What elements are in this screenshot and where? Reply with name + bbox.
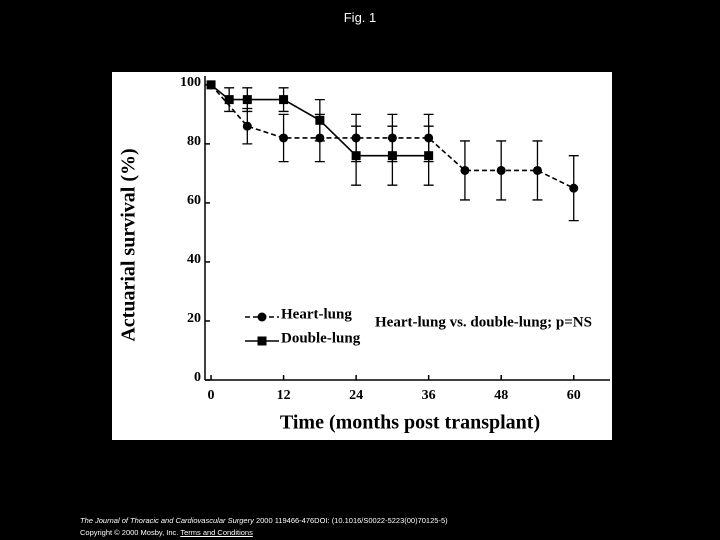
y-tick-label: 100 — [180, 75, 201, 90]
marker — [532, 165, 542, 175]
citation-text: 2000 119466-476DOI: (10.1016/S0022-5223(… — [255, 516, 448, 525]
citation: The Journal of Thoracic and Cardiovascul… — [80, 516, 448, 525]
y-tick-label: 40 — [187, 252, 201, 267]
marker — [206, 80, 216, 90]
marker — [242, 95, 252, 105]
y-tick-label: 60 — [187, 193, 201, 208]
marker — [279, 95, 289, 105]
legend-label: Double-lung — [281, 330, 361, 346]
marker — [569, 183, 579, 193]
marker — [279, 133, 289, 143]
copyright: Copyright © 2000 Mosby, Inc. — [80, 528, 179, 537]
marker — [460, 165, 470, 175]
slide-title: Fig. 1 — [343, 10, 377, 25]
x-tick-label: 36 — [422, 388, 436, 403]
y-axis-label: Actuarial survival (%) — [118, 148, 140, 341]
y-tick-label: 80 — [187, 134, 201, 149]
marker — [242, 121, 252, 131]
marker — [224, 95, 234, 105]
x-tick-label: 12 — [277, 388, 291, 403]
marker — [424, 151, 434, 161]
terms-link[interactable]: Terms and Conditions — [180, 528, 253, 537]
x-tick-label: 0 — [208, 388, 215, 403]
annotation: Heart-lung vs. double-lung; p=NS — [375, 314, 592, 330]
x-tick-label: 24 — [349, 388, 363, 403]
x-tick-label: 48 — [494, 388, 508, 403]
y-tick-label: 20 — [187, 311, 201, 326]
marker — [387, 151, 397, 161]
marker — [351, 151, 361, 161]
copyright-line: Copyright © 2000 Mosby, Inc. Terms and C… — [80, 528, 253, 537]
legend-marker — [257, 312, 267, 322]
y-tick-label: 0 — [194, 370, 201, 385]
x-tick-label: 60 — [567, 388, 581, 403]
legend-label: Heart-lung — [281, 306, 352, 322]
chart-panel — [112, 72, 612, 440]
legend-marker — [257, 336, 267, 346]
marker — [496, 165, 506, 175]
x-axis-label: Time (months post transplant) — [280, 412, 540, 434]
marker — [315, 115, 325, 125]
journal: The Journal of Thoracic and Cardiovascul… — [80, 516, 254, 525]
